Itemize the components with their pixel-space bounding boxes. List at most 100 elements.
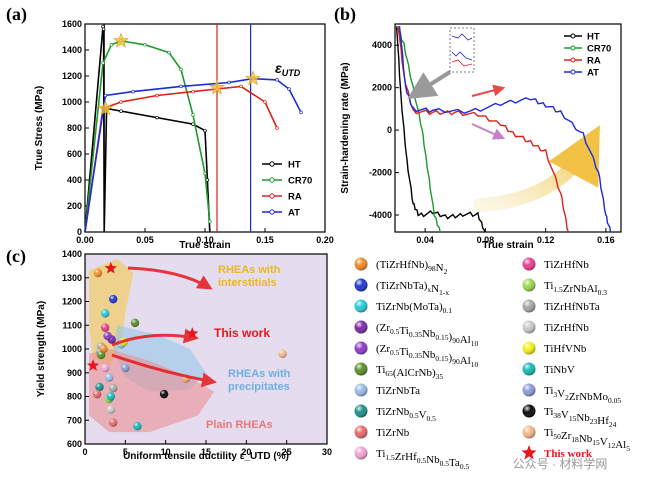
- panel-b-xtick-label: 0.04: [416, 235, 434, 245]
- scatter-point-shade: [109, 383, 118, 393]
- panel-b-legend-cr70: CR70: [587, 44, 611, 55]
- material-legend-entry: (Zr0.5Ti0.35Nb0.15)90Al10: [354, 341, 478, 369]
- star-icon: [521, 445, 537, 460]
- panel-c-ytick-label: 1300: [62, 273, 82, 283]
- panel-a-point: [287, 87, 291, 91]
- this-work-star-icon: [86, 359, 100, 371]
- material-legend-label: (Zr0.5Ti0.35Nb0.15)90Al10: [376, 322, 478, 348]
- scatter-point-shade: [159, 389, 169, 399]
- panel-b-ytick-label: 0: [387, 125, 392, 135]
- panel-b-ylabel: Strain-hardening rate (MPa): [340, 62, 351, 193]
- utd-star-icon: [97, 100, 114, 116]
- material-legend-label: Ti65(AlCrNb)35: [376, 364, 443, 381]
- legend-marker: [570, 57, 576, 63]
- panel-a-point: [275, 126, 279, 130]
- panel-a-point: [103, 93, 108, 98]
- material-legend-label: (Zr0.5Ti0.35Nb0.15)90Al10: [376, 343, 478, 369]
- panel-c-xtick-label: 20: [241, 447, 251, 457]
- panel-b-ytick-label: 2000: [372, 83, 392, 93]
- panel-a-point: [203, 171, 207, 176]
- panel-b-ytick-label: -4000: [369, 210, 392, 220]
- panel-a-point: [101, 61, 105, 65]
- material-legend-entry: TiZrNb: [354, 425, 410, 439]
- material-legend-label: TiZrNb: [376, 427, 410, 439]
- utd-star-icon: [245, 70, 261, 86]
- panel-c-xtick-label: 15: [201, 447, 211, 457]
- utd-annotation: εUTD: [275, 60, 301, 78]
- panel-b-xtick-label: 0.12: [537, 235, 555, 245]
- material-legend-label: TiZrNbTa: [376, 385, 420, 397]
- material-legend-entry: Ti1.5ZrNbAl0.3: [522, 278, 607, 297]
- panel-a-label: (a): [6, 4, 27, 25]
- legend-marker: [570, 69, 576, 75]
- ball-marker-shade: [522, 341, 536, 355]
- panel-a-legend: HT CR70 RA AT: [262, 160, 312, 219]
- material-legend-entry: Ti50Zr18Nb15V12Al5: [522, 425, 630, 453]
- panel-a-series-at: [84, 77, 302, 233]
- panel-c-ytick-label: 700: [67, 415, 82, 425]
- panel-a-xtick-label: 0.00: [76, 235, 94, 245]
- panel-a-ytick-label: 400: [67, 175, 82, 185]
- material-legend-entry: This work: [521, 445, 593, 460]
- panel-a-ytick-label: 1600: [62, 19, 82, 29]
- panel-a: (a) 0.00 0.05 0.10 0.15 0.20 0 200 400 600 800 100…: [6, 4, 334, 251]
- material-legend-label: TiZrHfNb: [544, 259, 589, 271]
- zoom-inset-box: [449, 27, 475, 73]
- panel-c-ytick-label: 1400: [62, 249, 82, 259]
- panel-a-point: [179, 67, 183, 72]
- ball-marker-shade: [522, 425, 536, 439]
- panel-a-ytick-label: 800: [67, 123, 82, 133]
- ball-marker-shade: [354, 278, 368, 292]
- scatter-point-shade: [105, 373, 114, 382]
- ball-marker-shade: [354, 320, 368, 334]
- material-legend-entry: TiZrNbTa: [354, 383, 420, 397]
- material-legend-label: TiZrNb0.5V0.5: [376, 406, 436, 423]
- panel-a-legend-ra: RA: [288, 192, 302, 203]
- trend-arrow-icon: [473, 125, 600, 212]
- panel-a-point: [109, 43, 114, 47]
- material-legend-entry: Ti3V2ZrNbMo0.05: [522, 383, 621, 405]
- zoom-inset-curve-red: [451, 59, 473, 67]
- panel-a-point: [191, 89, 195, 94]
- material-legend-label: Ti50Zr18Nb15V12Al5: [544, 427, 630, 453]
- panel-a-ylabel: True Stress (MPa): [34, 86, 45, 170]
- panel-c-xtick-label: 30: [322, 447, 332, 457]
- material-legend-label: Ti38V15Nb23Hf24: [544, 406, 617, 429]
- panel-b-series-cr70: [395, 25, 441, 232]
- ball-marker-shade: [522, 320, 536, 334]
- material-legend-entry: TiZrHfNb: [522, 320, 589, 334]
- panel-a-xtick-label: 0.20: [316, 235, 334, 245]
- scatter-point-shade: [133, 421, 142, 431]
- panel-b-ytick-label: -2000: [369, 168, 392, 178]
- panel-a-point: [155, 93, 159, 98]
- ball-marker-shade: [522, 299, 536, 313]
- ball-marker-shade: [354, 404, 368, 418]
- panel-a-point: [101, 27, 106, 31]
- arrow-to-interstitials-icon: [127, 266, 213, 290]
- scatter-point-shade: [100, 309, 110, 318]
- panel-c-ytick-label: 600: [67, 439, 82, 449]
- panel-a-point: [239, 84, 243, 89]
- legend-marker: [570, 33, 576, 39]
- zoom-pointer-icon: [407, 70, 452, 99]
- ball-marker-shade: [354, 299, 368, 313]
- panel-a-legend-ht: HT: [288, 160, 301, 171]
- panel-b-label: (b): [334, 4, 356, 25]
- panel-b-xlabel: True strain: [482, 240, 533, 251]
- panel-a-xtick-label: 0.10: [196, 235, 214, 245]
- ball-marker-shade: [522, 404, 536, 418]
- material-legend-entry: TiZrHfNb: [522, 257, 589, 271]
- legend-marker: [269, 193, 275, 199]
- panel-b-legend-ht: HT: [587, 32, 600, 43]
- scatter-point-shade: [278, 349, 287, 358]
- panel-a-point: [203, 128, 207, 133]
- material-legend-label: Ti1.5ZrNbAl0.3: [544, 280, 607, 297]
- panel-b: (b) 0.04 0.08 0.12 0.16-4000-2000020004000 …: [334, 4, 622, 251]
- panel-c-xlabel: Uniform tensile ductility ε_UTD (%): [123, 451, 289, 462]
- legend-marker: [570, 45, 576, 51]
- panel-c: (c) 0 5 10 15 20 25 30 600 700 800 900 1000 1100 1200…: [6, 246, 332, 462]
- panel-a-xtick-label: 0.05: [136, 235, 154, 245]
- region-interstitials: [89, 258, 134, 366]
- panel-a-ytick-label: 1000: [62, 97, 82, 107]
- scatter-point-shade: [106, 392, 116, 401]
